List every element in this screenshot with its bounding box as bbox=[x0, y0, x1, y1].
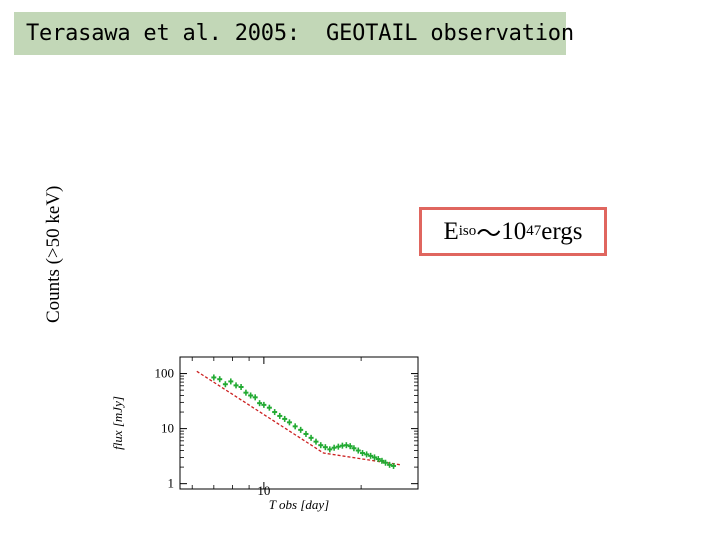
data-point bbox=[282, 415, 288, 422]
data-point bbox=[238, 384, 244, 391]
data-point bbox=[368, 452, 374, 459]
tick-group: 1 10 100 10 bbox=[155, 356, 419, 498]
energy-mantissa: 10 bbox=[501, 217, 527, 245]
data-point bbox=[272, 409, 278, 416]
data-point bbox=[313, 438, 319, 445]
x-axis-label: T obs [day] bbox=[269, 497, 329, 512]
data-point bbox=[233, 382, 239, 389]
energy-unit: ergs bbox=[541, 217, 583, 245]
data-point bbox=[257, 400, 263, 407]
data-point bbox=[277, 412, 283, 419]
data-point bbox=[292, 423, 298, 430]
data-point bbox=[327, 446, 333, 453]
power-law-fit-line bbox=[196, 370, 401, 466]
data-point bbox=[371, 454, 377, 461]
y-tick-label: 1 bbox=[168, 476, 175, 491]
data-point bbox=[318, 442, 324, 449]
title-banner: Terasawa et al. 2005: GEOTAIL observatio… bbox=[14, 12, 574, 55]
data-point bbox=[351, 445, 357, 452]
data-point bbox=[228, 378, 234, 385]
y-tick-label: 100 bbox=[155, 366, 175, 381]
y-tick-label: 10 bbox=[161, 421, 174, 436]
data-point bbox=[266, 404, 272, 411]
data-point bbox=[375, 456, 381, 463]
x-tick-label: 10 bbox=[257, 483, 270, 498]
y-axis-label: flux [mJy] bbox=[110, 396, 125, 450]
data-point bbox=[211, 374, 217, 381]
data-point bbox=[331, 444, 337, 451]
data-point bbox=[261, 401, 267, 408]
data-point bbox=[248, 392, 254, 399]
data-point bbox=[222, 381, 228, 388]
data-point bbox=[217, 376, 223, 383]
data-point bbox=[298, 426, 304, 433]
data-points-group bbox=[211, 374, 397, 469]
energy-symbol: E bbox=[443, 217, 459, 245]
energy-exponent: 47 bbox=[526, 223, 542, 239]
data-point bbox=[364, 451, 370, 458]
data-point bbox=[286, 419, 292, 426]
data-point bbox=[355, 447, 361, 454]
data-point bbox=[360, 450, 366, 457]
data-point bbox=[387, 461, 393, 468]
data-point bbox=[303, 430, 309, 437]
data-point bbox=[243, 389, 249, 396]
data-point bbox=[308, 434, 314, 441]
energy-subscript: iso bbox=[458, 223, 477, 239]
data-point bbox=[391, 462, 397, 469]
data-point bbox=[379, 457, 385, 464]
data-point bbox=[383, 459, 389, 466]
slide-title: Terasawa et al. 2005: GEOTAIL observatio… bbox=[26, 21, 574, 46]
data-point bbox=[347, 443, 353, 450]
data-point bbox=[322, 444, 328, 451]
energy-tilde: ～ bbox=[476, 220, 502, 248]
data-point bbox=[252, 394, 258, 401]
